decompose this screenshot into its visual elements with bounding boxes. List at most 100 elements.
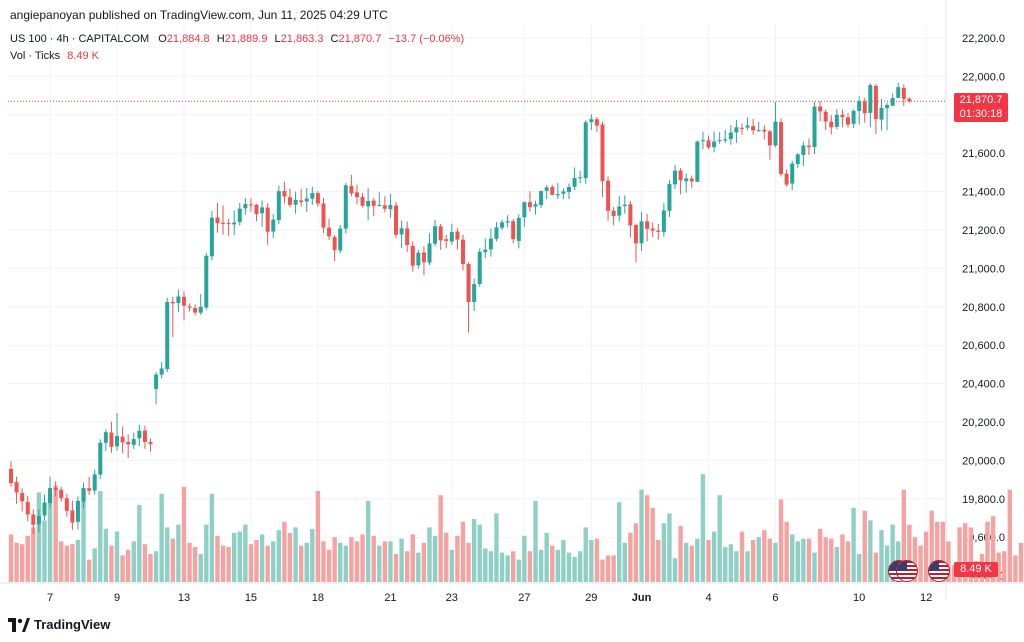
y-tick-label: 21,400.0	[962, 187, 1005, 199]
volume-bar	[879, 530, 884, 582]
volume-bar	[287, 533, 293, 582]
volume-label[interactable]: Vol · Ticks	[10, 50, 61, 62]
volume-bar	[265, 545, 270, 582]
volume-bar	[929, 510, 934, 582]
volume-bar	[427, 527, 432, 582]
candle-body	[567, 186, 571, 192]
volume-bar	[901, 489, 906, 582]
open-label: O	[158, 33, 167, 45]
volume-bar	[650, 507, 655, 582]
volume-bar	[611, 555, 616, 582]
low-label: L	[274, 33, 281, 45]
volume-bar	[499, 552, 505, 582]
volume-bar	[723, 547, 728, 582]
candle-body	[756, 130, 761, 132]
symbol-legend: US 100 · 4h · CAPITALCOM O21,884.8 H21,8…	[10, 33, 464, 45]
volume-bar	[254, 540, 259, 582]
volume-bar	[276, 530, 282, 582]
volume-tag: 8.49 K	[954, 562, 998, 577]
candle-body	[248, 204, 253, 206]
candle-body	[483, 249, 488, 253]
volume-bar	[382, 541, 388, 582]
candle-body	[338, 228, 343, 251]
volume-bar	[935, 521, 940, 582]
us-flag-icon[interactable]	[928, 560, 950, 582]
candle-body	[505, 221, 510, 223]
volume-bar	[695, 538, 700, 582]
candle-body	[712, 141, 717, 148]
candle-body	[148, 442, 153, 445]
candle-body	[304, 198, 309, 202]
candle-body	[522, 202, 527, 218]
volume-bar	[388, 541, 393, 582]
symbol-info[interactable]: US 100 · 4h · CAPITALCOM	[10, 33, 150, 45]
x-tick-label: Jun	[632, 592, 652, 604]
volume-bar	[192, 547, 198, 582]
volume-bar	[215, 535, 220, 582]
volume-bar	[851, 507, 856, 582]
volume-bar	[326, 549, 332, 582]
volume-bar	[271, 541, 276, 582]
volume-bar	[522, 535, 527, 582]
candle-body	[873, 86, 878, 120]
volume-bar	[678, 526, 683, 582]
candle-body	[92, 474, 97, 491]
volume-bar	[862, 510, 867, 582]
candle-body	[87, 488, 92, 491]
candle-body	[600, 124, 605, 182]
candle-body	[583, 122, 588, 179]
volume-bar	[656, 540, 661, 582]
footer-brand[interactable]: TradingView	[8, 617, 110, 632]
candle-body	[382, 205, 387, 209]
candle-body	[310, 192, 315, 199]
candle-body	[81, 488, 86, 502]
volume-bar	[773, 542, 778, 582]
candle-body	[790, 163, 795, 184]
volume-bar	[544, 533, 549, 582]
volume-bar	[505, 555, 510, 582]
candle-body	[103, 432, 108, 443]
volume-bar	[873, 552, 879, 582]
x-tick-label: 21	[384, 592, 396, 604]
candle-body	[717, 140, 722, 142]
volume-bar	[572, 556, 577, 582]
us-flag-icon[interactable]	[896, 560, 918, 582]
volume-bar	[661, 523, 667, 582]
y-tick-label: 22,200.0	[962, 33, 1005, 45]
volume-bar	[962, 523, 968, 582]
candle-body	[176, 296, 181, 304]
candle-body	[684, 178, 689, 182]
volume-bar	[728, 544, 734, 582]
volume-bar	[1013, 555, 1018, 582]
volume-bar	[310, 528, 315, 582]
volume-bar	[605, 555, 611, 582]
candle-body	[667, 184, 672, 211]
volume-bar	[628, 533, 633, 582]
volume-bar	[471, 519, 477, 582]
volume-bar	[47, 493, 53, 582]
tradingview-logo-icon	[8, 617, 30, 632]
candle-body	[187, 306, 192, 308]
volume-bar	[756, 537, 761, 582]
publish-credit: angiepanoyan published on TradingView.co…	[10, 8, 388, 22]
candle-body	[438, 226, 443, 241]
volume-bar	[304, 542, 309, 582]
x-tick-label: 6	[772, 592, 778, 604]
volume-bar	[561, 540, 566, 582]
x-tick-label: 9	[114, 592, 120, 604]
volume-bar	[198, 554, 203, 582]
volume-bar	[639, 489, 644, 582]
volume-bar	[159, 493, 164, 582]
x-tick-label: 18	[312, 592, 324, 604]
volume-bar	[711, 531, 717, 582]
volume-bar	[717, 495, 722, 582]
volume-bar	[985, 521, 990, 582]
volume-bar	[14, 542, 19, 582]
candle-body	[59, 489, 64, 499]
volume-bar	[745, 551, 750, 582]
candle-body	[327, 227, 332, 237]
volume-bar	[114, 531, 120, 582]
volume-bar	[444, 533, 449, 582]
